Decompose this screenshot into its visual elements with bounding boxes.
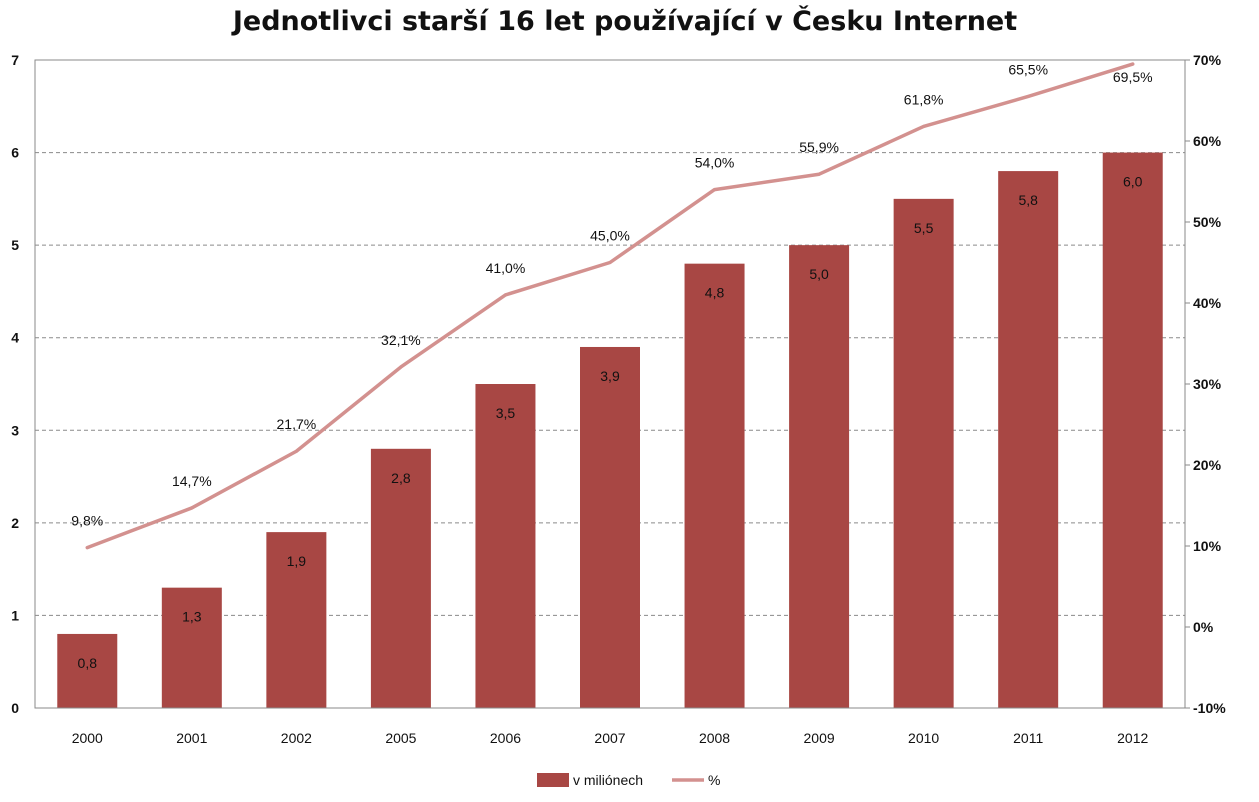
line-data-label: 65,5%: [1008, 61, 1048, 77]
y-left-tick-label: 5: [11, 237, 19, 253]
y-right-tick-label: 0%: [1193, 619, 1214, 635]
bar: [684, 263, 745, 708]
legend-line-label: %: [708, 772, 720, 788]
bar-data-label: 1,9: [287, 553, 307, 569]
bar-data-label: 5,8: [1018, 192, 1038, 208]
chart-title: Jednotlivci starší 16 let používající v …: [231, 5, 1017, 37]
y-right-tick-label: 30%: [1193, 376, 1222, 392]
y-left-tick-label: 4: [11, 330, 19, 346]
line-data-label: 9,8%: [71, 513, 103, 529]
line-point: [85, 546, 89, 550]
bar-data-label: 0,8: [78, 655, 98, 671]
x-tick-label: 2011: [1013, 730, 1043, 746]
line-data-label: 54,0%: [695, 155, 735, 171]
y-left-tick-label: 3: [11, 422, 19, 438]
bar: [370, 448, 431, 708]
line-point: [1131, 62, 1135, 66]
x-tick-label: 2000: [72, 730, 103, 746]
line-data-label: 32,1%: [381, 332, 421, 348]
line-point: [503, 293, 507, 297]
bar: [1102, 152, 1163, 709]
bar-data-label: 3,9: [600, 368, 620, 384]
y-right-tick-label: 40%: [1193, 295, 1222, 311]
y-left-tick-label: 1: [11, 607, 19, 623]
line-point: [922, 124, 926, 128]
x-tick-label: 2010: [908, 730, 939, 746]
bar: [475, 384, 536, 708]
y-left-tick-label: 7: [11, 52, 19, 68]
line-data-label: 61,8%: [904, 91, 944, 107]
y-right-tick-label: 20%: [1193, 457, 1222, 473]
line-data-label: 55,9%: [799, 139, 839, 155]
bar: [998, 171, 1059, 709]
line-data-label: 41,0%: [486, 260, 526, 276]
legend-bar-label: v miliónech: [573, 772, 643, 788]
y-left-tick-label: 2: [11, 515, 19, 531]
line-point: [399, 365, 403, 369]
line-data-label: 69,5%: [1113, 69, 1153, 85]
y-right-tick-label: 10%: [1193, 538, 1222, 554]
line-point: [817, 172, 821, 176]
y-right-tick-label: 70%: [1193, 52, 1222, 68]
x-tick-label: 2005: [385, 730, 416, 746]
y-left-tick-label: 0: [11, 700, 19, 716]
y-right-tick-label: 50%: [1193, 214, 1222, 230]
line-point: [608, 261, 612, 264]
x-tick-label: 2002: [281, 730, 312, 746]
y-right-tick-label: -10%: [1193, 700, 1226, 716]
bar: [580, 346, 640, 708]
line-data-label: 14,7%: [172, 473, 212, 489]
line-data-label: 21,7%: [277, 416, 317, 432]
bar-data-label: 1,3: [182, 609, 202, 625]
legend-bar-swatch: [537, 773, 569, 787]
bar: [161, 587, 222, 708]
x-tick-label: 2001: [176, 730, 207, 746]
x-tick-label: 2007: [594, 730, 625, 746]
y-right-tick-label: 60%: [1193, 133, 1222, 149]
y-left-tick-label: 6: [11, 145, 19, 161]
x-tick-label: 2009: [804, 730, 835, 746]
bar-data-label: 5,0: [809, 266, 829, 282]
line-point: [713, 188, 717, 192]
bar-data-label: 6,0: [1123, 174, 1143, 190]
bar-data-label: 2,8: [391, 470, 411, 486]
line-point: [190, 506, 194, 510]
x-tick-label: 2008: [699, 730, 730, 746]
line-point: [294, 449, 298, 453]
bar: [266, 532, 327, 708]
line-data-label: 45,0%: [590, 228, 630, 244]
line-point: [1026, 94, 1030, 98]
x-tick-label: 2006: [490, 730, 521, 746]
x-tick-label: 2012: [1117, 730, 1148, 746]
bar-data-label: 4,8: [705, 285, 725, 301]
bar: [789, 245, 850, 708]
bar-data-label: 3,5: [496, 405, 516, 421]
bar: [57, 633, 118, 708]
bar-data-label: 5,5: [914, 220, 934, 236]
bar: [893, 198, 954, 708]
